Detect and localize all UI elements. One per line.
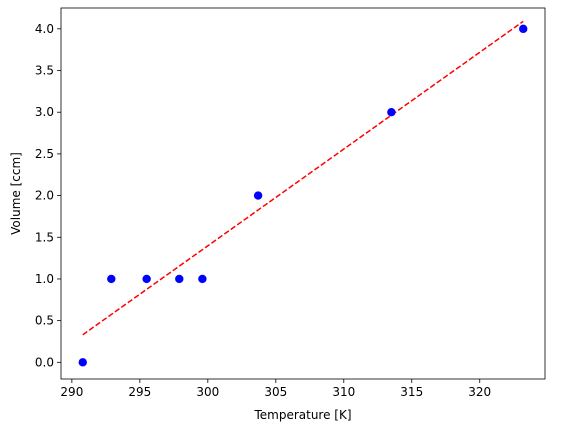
x-axis-label: Temperature [K] — [253, 408, 351, 422]
data-point — [198, 274, 207, 284]
x-tick-label: 310 — [332, 385, 355, 399]
data-point — [107, 274, 116, 284]
x-tick-label: 290 — [60, 385, 83, 399]
x-tick-label: 295 — [128, 385, 151, 399]
data-point — [175, 274, 184, 284]
y-axis-label: Volume [ccm] — [9, 152, 23, 235]
fit-line — [82, 20, 524, 336]
x-tick-label: 315 — [400, 385, 423, 399]
plot-marks — [78, 20, 528, 367]
y-tick-label: 1.0 — [35, 272, 54, 286]
data-point — [142, 274, 151, 284]
y-tick-label: 0.5 — [35, 314, 54, 328]
data-point — [387, 108, 396, 117]
y-tick-label: 2.5 — [35, 147, 54, 161]
data-point — [253, 191, 263, 200]
x-tick-label: 305 — [264, 385, 287, 399]
y-tick-label: 0.0 — [35, 355, 54, 369]
y-tick-label: 4.0 — [35, 22, 54, 36]
data-point — [519, 24, 528, 34]
y-tick-label: 1.5 — [35, 230, 54, 244]
y-tick-label: 3.5 — [35, 64, 54, 78]
x-tick-label: 300 — [196, 385, 219, 399]
y-axis: 0.0 0.5 1.0 1.5 2.0 2.5 3.0 3.5 4.0 — [35, 22, 61, 369]
plot-frame — [60, 7, 546, 380]
data-point — [78, 358, 87, 367]
x-axis: 290 295 300 305 310 315 320 — [60, 379, 491, 399]
x-tick-label: 320 — [468, 385, 491, 399]
y-tick-label: 2.0 — [35, 189, 54, 203]
y-tick-label: 3.0 — [35, 105, 54, 119]
